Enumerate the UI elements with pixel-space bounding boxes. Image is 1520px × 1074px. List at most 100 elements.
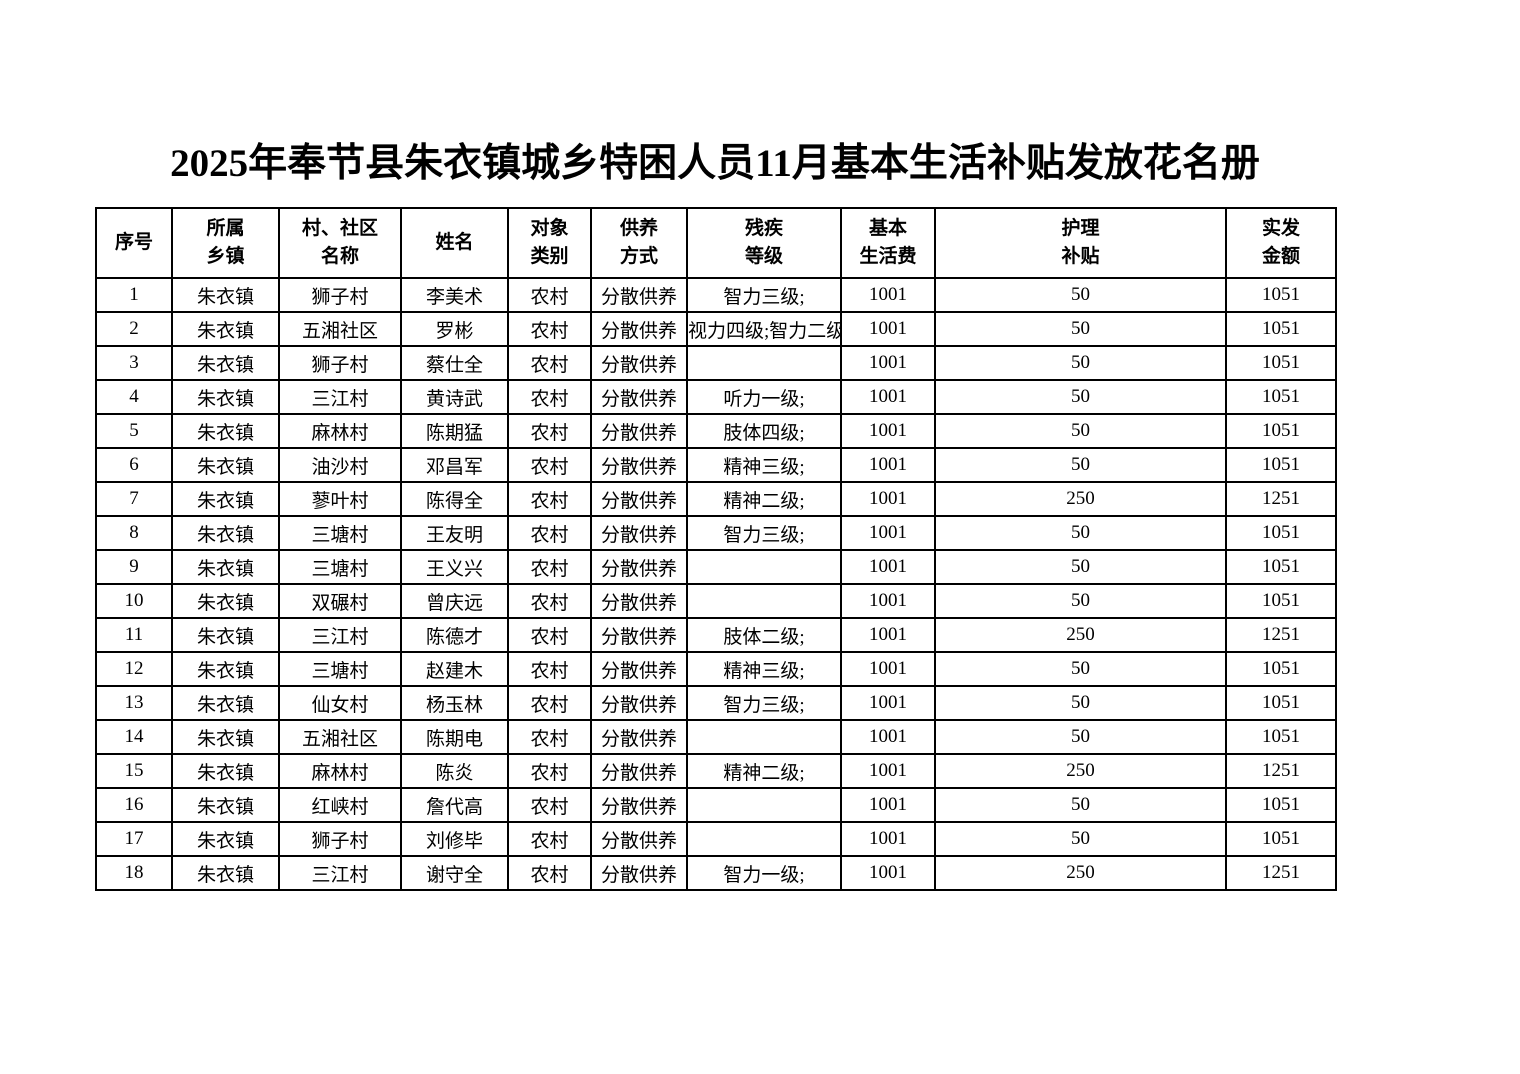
cell-village: 三塘村	[278, 549, 402, 585]
cell-disability	[686, 549, 842, 585]
cell-serial: 5	[95, 413, 173, 449]
cell-disability: 精神二级;	[686, 753, 842, 789]
cell-name: 杨玉林	[400, 685, 509, 721]
cell-township: 朱衣镇	[171, 719, 280, 755]
cell-village: 五湘社区	[278, 311, 402, 347]
cell-township: 朱衣镇	[171, 583, 280, 619]
cell-serial: 10	[95, 583, 173, 619]
cell-disability	[686, 719, 842, 755]
cell-nursing: 50	[934, 685, 1227, 721]
cell-township: 朱衣镇	[171, 753, 280, 789]
cell-name: 陈得全	[400, 481, 509, 517]
cell-village: 红峡村	[278, 787, 402, 823]
cell-disability: 智力三级;	[686, 277, 842, 313]
cell-village: 狮子村	[278, 821, 402, 857]
table-row: 6 朱衣镇 油沙村 邓昌军 农村 分散供养 精神三级; 1001 50 1051	[95, 447, 1337, 483]
cell-nursing: 50	[934, 549, 1227, 585]
column-header-support: 供养 方式	[590, 207, 688, 279]
cell-village: 仙女村	[278, 685, 402, 721]
cell-nursing: 50	[934, 277, 1227, 313]
cell-name: 邓昌军	[400, 447, 509, 483]
cell-actual: 1051	[1225, 345, 1337, 381]
cell-serial: 15	[95, 753, 173, 789]
cell-name: 陈期电	[400, 719, 509, 755]
cell-serial: 3	[95, 345, 173, 381]
table-row: 9 朱衣镇 三塘村 王义兴 农村 分散供养 1001 50 1051	[95, 549, 1337, 585]
cell-name: 蔡仕全	[400, 345, 509, 381]
cell-village: 三塘村	[278, 651, 402, 687]
cell-village: 三江村	[278, 379, 402, 415]
cell-township: 朱衣镇	[171, 617, 280, 653]
cell-support: 分散供养	[590, 821, 688, 857]
table-row: 12 朱衣镇 三塘村 赵建木 农村 分散供养 精神三级; 1001 50 1051	[95, 651, 1337, 687]
cell-village: 麻林村	[278, 413, 402, 449]
cell-township: 朱衣镇	[171, 549, 280, 585]
cell-basic-fee: 1001	[840, 651, 936, 687]
cell-disability: 肢体四级;	[686, 413, 842, 449]
cell-disability: 智力三级;	[686, 515, 842, 551]
cell-disability	[686, 345, 842, 381]
cell-serial: 6	[95, 447, 173, 483]
cell-actual: 1251	[1225, 855, 1337, 891]
cell-disability: 听力一级;	[686, 379, 842, 415]
cell-basic-fee: 1001	[840, 855, 936, 891]
column-header-nursing: 护理 补贴	[934, 207, 1227, 279]
table-row: 1 朱衣镇 狮子村 李美术 农村 分散供养 智力三级; 1001 50 1051	[95, 277, 1337, 313]
cell-actual: 1051	[1225, 583, 1337, 619]
cell-nursing: 50	[934, 413, 1227, 449]
roster-header: 序号 所属 乡镇 村、社区 名称 姓名 对象 类别 供养 方式 残疾 等级 基本 生活费 护理 补贴 实发 金额	[95, 207, 1337, 279]
cell-village: 狮子村	[278, 345, 402, 381]
cell-support: 分散供养	[590, 413, 688, 449]
cell-nursing: 50	[934, 311, 1227, 347]
cell-category: 农村	[507, 311, 592, 347]
cell-actual: 1051	[1225, 719, 1337, 755]
cell-nursing: 50	[934, 719, 1227, 755]
cell-support: 分散供养	[590, 515, 688, 551]
cell-category: 农村	[507, 345, 592, 381]
roster-table: 序号 所属 乡镇 村、社区 名称 姓名 对象 类别 供养 方式 残疾 等级 基本 生活费 护理 补贴 实发 金额 …	[95, 207, 1337, 891]
table-row: 13 朱衣镇 仙女村 杨玉林 农村 分散供养 智力三级; 1001 50 1051	[95, 685, 1337, 721]
table-row: 15 朱衣镇 麻林村 陈炎 农村 分散供养 精神二级; 1001 250 1251	[95, 753, 1337, 789]
cell-serial: 17	[95, 821, 173, 857]
cell-basic-fee: 1001	[840, 481, 936, 517]
cell-nursing: 50	[934, 787, 1227, 823]
table-row: 7 朱衣镇 蓼叶村 陈得全 农村 分散供养 精神二级; 1001 250 1251	[95, 481, 1337, 517]
cell-basic-fee: 1001	[840, 685, 936, 721]
table-row: 4 朱衣镇 三江村 黄诗武 农村 分散供养 听力一级; 1001 50 1051	[95, 379, 1337, 415]
cell-township: 朱衣镇	[171, 345, 280, 381]
cell-disability: 精神三级;	[686, 447, 842, 483]
cell-township: 朱衣镇	[171, 481, 280, 517]
cell-name: 刘修毕	[400, 821, 509, 857]
cell-village: 油沙村	[278, 447, 402, 483]
cell-basic-fee: 1001	[840, 719, 936, 755]
cell-village: 蓼叶村	[278, 481, 402, 517]
cell-village: 五湘社区	[278, 719, 402, 755]
cell-township: 朱衣镇	[171, 685, 280, 721]
cell-actual: 1051	[1225, 787, 1337, 823]
cell-village: 麻林村	[278, 753, 402, 789]
cell-support: 分散供养	[590, 719, 688, 755]
cell-disability: 肢体二级;	[686, 617, 842, 653]
table-row: 8 朱衣镇 三塘村 王友明 农村 分散供养 智力三级; 1001 50 1051	[95, 515, 1337, 551]
cell-serial: 2	[95, 311, 173, 347]
cell-support: 分散供养	[590, 685, 688, 721]
cell-support: 分散供养	[590, 277, 688, 313]
cell-disability: 智力一级;	[686, 855, 842, 891]
cell-basic-fee: 1001	[840, 515, 936, 551]
cell-township: 朱衣镇	[171, 651, 280, 687]
cell-township: 朱衣镇	[171, 277, 280, 313]
cell-support: 分散供养	[590, 651, 688, 687]
cell-disability: 精神三级;	[686, 651, 842, 687]
table-row: 16 朱衣镇 红峡村 詹代高 农村 分散供养 1001 50 1051	[95, 787, 1337, 823]
cell-name: 陈德才	[400, 617, 509, 653]
header-row: 序号 所属 乡镇 村、社区 名称 姓名 对象 类别 供养 方式 残疾 等级 基本 生活费 护理 补贴 实发 金额	[95, 207, 1337, 279]
cell-disability	[686, 583, 842, 619]
column-header-basic-fee: 基本 生活费	[840, 207, 936, 279]
table-row: 17 朱衣镇 狮子村 刘修毕 农村 分散供养 1001 50 1051	[95, 821, 1337, 857]
roster-body: 1 朱衣镇 狮子村 李美术 农村 分散供养 智力三级; 1001 50 1051 2 朱衣镇 五湘社区罗…	[95, 277, 1337, 891]
cell-category: 农村	[507, 821, 592, 857]
cell-name: 王义兴	[400, 549, 509, 585]
cell-name: 陈炎	[400, 753, 509, 789]
table-row: 10 朱衣镇 双碾村 曾庆远 农村 分散供养 1001 50 1051	[95, 583, 1337, 619]
cell-township: 朱衣镇	[171, 413, 280, 449]
